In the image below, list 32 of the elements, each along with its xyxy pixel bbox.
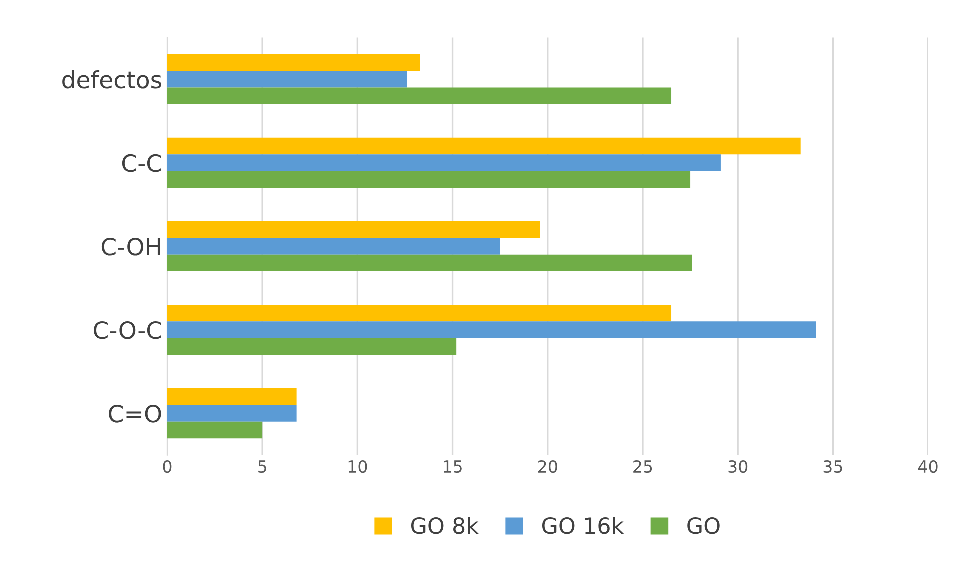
y-tick-label: defectos	[62, 70, 162, 89]
bar	[167, 221, 540, 238]
x-tick-label: 20	[538, 460, 558, 474]
bar	[167, 171, 691, 188]
x-tick-label: 40	[918, 460, 938, 474]
y-tick-label: C-C	[122, 154, 162, 172]
legend-label: GO 8k	[411, 517, 479, 534]
x-tick-label: 30	[728, 460, 748, 474]
x-tick-label: 15	[444, 460, 462, 474]
bar	[167, 154, 721, 172]
bar	[167, 338, 457, 356]
bar	[167, 238, 500, 255]
y-tick-label: C-O-C	[94, 321, 162, 340]
x-tick-label: 0	[163, 460, 172, 474]
legend-label: GO	[688, 517, 720, 534]
x-tick-label: 35	[824, 460, 842, 474]
bar	[167, 405, 297, 422]
y-tick-label: C=O	[109, 404, 162, 423]
bar	[167, 322, 816, 338]
bar	[167, 71, 408, 88]
bar	[167, 54, 420, 72]
legend-label: GO 16k	[542, 517, 624, 534]
bar	[167, 254, 692, 272]
bar	[167, 88, 672, 105]
bar	[167, 422, 263, 439]
x-tick-label: 10	[348, 460, 368, 474]
y-tick-label: C-OH	[102, 238, 160, 256]
x-tick-label: 5	[258, 460, 266, 474]
x-tick-label: 25	[634, 460, 652, 474]
bar	[167, 138, 801, 155]
bar	[167, 304, 672, 322]
bar	[167, 388, 297, 406]
